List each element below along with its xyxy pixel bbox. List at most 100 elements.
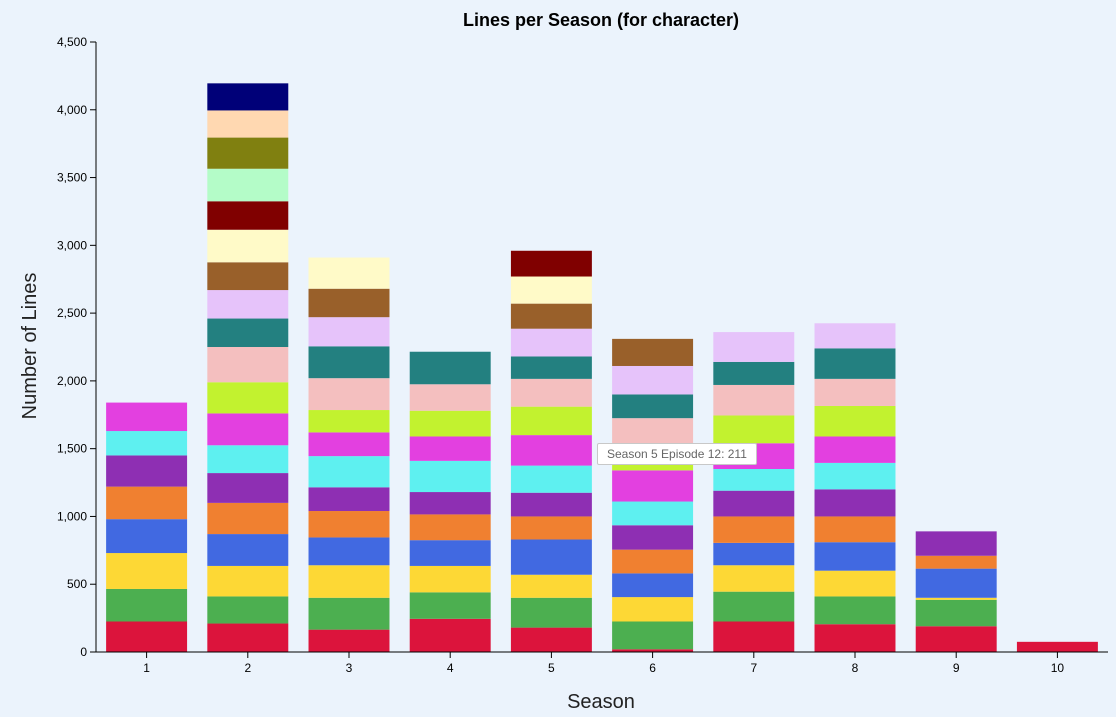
bar-segment-season-5-episode-1[interactable] [510, 627, 592, 652]
bar-segment-season-4-episode-5[interactable] [409, 514, 491, 541]
bar-segment-season-6-episode-3[interactable] [612, 597, 694, 622]
bar-segment-season-3-episode-10[interactable] [308, 378, 390, 411]
bar-segment-season-2-episode-3[interactable] [207, 565, 289, 597]
bar-segment-season-2-episode-14[interactable] [207, 229, 289, 263]
bar-segment-season-6-episode-6[interactable] [612, 525, 694, 550]
bar-segment-season-1-episode-5[interactable] [106, 486, 188, 520]
bar-segment-season-6-episode-12[interactable] [612, 365, 694, 395]
bar-segment-season-2-episode-4[interactable] [207, 534, 289, 566]
bar-segment-season-5-episode-4[interactable] [510, 539, 592, 575]
bar-segment-season-8-episode-8[interactable] [814, 436, 896, 463]
bar-segment-season-3-episode-1[interactable] [308, 629, 390, 652]
bar-segment-season-5-episode-5[interactable] [510, 516, 592, 540]
bar-segment-season-8-episode-5[interactable] [814, 516, 896, 543]
bar-segment-season-1-episode-2[interactable] [106, 588, 188, 622]
bar-segment-season-5-episode-12[interactable] [510, 328, 592, 357]
bar-segment-season-1-episode-7[interactable] [106, 431, 188, 456]
bar-segment-season-2-episode-8[interactable] [207, 413, 289, 446]
bar-segment-season-4-episode-7[interactable] [409, 460, 491, 493]
bar-segment-season-2-episode-18[interactable] [207, 110, 289, 138]
bar-segment-season-6-episode-13[interactable] [612, 338, 694, 366]
bar-segment-season-7-episode-9[interactable] [713, 415, 795, 444]
bar-segment-season-2-episode-10[interactable] [207, 347, 289, 383]
bar-segment-season-6-episode-1[interactable] [612, 649, 694, 652]
bar-segment-season-5-episode-14[interactable] [510, 276, 592, 304]
bar-segment-season-2-episode-9[interactable] [207, 382, 289, 414]
bar-segment-season-8-episode-11[interactable] [814, 348, 896, 379]
bar-segment-season-7-episode-1[interactable] [713, 621, 795, 653]
bar-segment-season-3-episode-9[interactable] [308, 410, 390, 433]
bar-segment-season-3-episode-8[interactable] [308, 432, 390, 457]
bar-segment-season-9-episode-1[interactable] [915, 626, 997, 652]
bar-segment-season-1-episode-3[interactable] [106, 553, 188, 589]
bar-segment-season-2-episode-13[interactable] [207, 262, 289, 291]
bar-segment-season-5-episode-10[interactable] [510, 378, 592, 407]
bar-segment-season-4-episode-1[interactable] [409, 618, 491, 652]
bar-segment-season-7-episode-7[interactable] [713, 469, 795, 491]
bar-segment-season-5-episode-15[interactable] [510, 250, 592, 277]
bar-segment-season-4-episode-3[interactable] [409, 565, 491, 593]
bar-segment-season-3-episode-3[interactable] [308, 565, 390, 598]
bar-segment-season-5-episode-6[interactable] [510, 492, 592, 517]
bar-segment-season-3-episode-2[interactable] [308, 597, 390, 630]
bar-segment-season-4-episode-10[interactable] [409, 384, 491, 411]
bar-segment-season-5-episode-2[interactable] [510, 597, 592, 628]
bar-segment-season-7-episode-3[interactable] [713, 565, 795, 592]
bar-segment-season-5-episode-3[interactable] [510, 574, 592, 598]
bar-segment-season-9-episode-6[interactable] [915, 531, 997, 556]
bar-segment-season-8-episode-7[interactable] [814, 462, 896, 490]
bar-segment-season-2-episode-12[interactable] [207, 290, 289, 319]
bar-segment-season-3-episode-13[interactable] [308, 288, 390, 318]
bar-segment-season-5-episode-11[interactable] [510, 356, 592, 379]
bar-segment-season-7-episode-11[interactable] [713, 361, 795, 385]
bar-segment-season-6-episode-8[interactable] [612, 470, 694, 502]
bar-segment-season-5-episode-8[interactable] [510, 435, 592, 466]
bar-segment-season-2-episode-7[interactable] [207, 445, 289, 474]
bar-segment-season-3-episode-4[interactable] [308, 537, 390, 566]
bar-segment-season-1-episode-6[interactable] [106, 455, 188, 487]
bar-segment-season-6-episode-2[interactable] [612, 621, 694, 650]
bar-segment-season-2-episode-15[interactable] [207, 201, 289, 230]
bar-segment-season-3-episode-14[interactable] [308, 257, 390, 289]
bar-segment-season-7-episode-5[interactable] [713, 516, 795, 543]
bar-segment-season-2-episode-16[interactable] [207, 168, 289, 202]
bar-segment-season-8-episode-9[interactable] [814, 405, 896, 437]
bar-segment-season-8-episode-10[interactable] [814, 378, 896, 406]
bar-segment-season-7-episode-6[interactable] [713, 490, 795, 517]
bar-segment-season-2-episode-5[interactable] [207, 502, 289, 535]
bar-segment-season-10-episode-1[interactable] [1016, 641, 1098, 652]
bar-segment-season-1-episode-4[interactable] [106, 519, 188, 554]
bar-segment-season-8-episode-12[interactable] [814, 323, 896, 349]
bar-segment-season-5-episode-9[interactable] [510, 406, 592, 436]
bar-segment-season-8-episode-1[interactable] [814, 624, 896, 652]
bar-segment-season-9-episode-3[interactable] [915, 597, 997, 600]
bar-segment-season-2-episode-2[interactable] [207, 596, 289, 624]
bar-segment-season-8-episode-4[interactable] [814, 542, 896, 571]
bar-segment-season-2-episode-6[interactable] [207, 473, 289, 503]
bar-segment-season-4-episode-6[interactable] [409, 492, 491, 515]
bar-segment-season-7-episode-12[interactable] [713, 332, 795, 362]
bar-segment-season-7-episode-4[interactable] [713, 542, 795, 566]
bar-segment-season-7-episode-10[interactable] [713, 384, 795, 416]
bar-segment-season-2-episode-11[interactable] [207, 318, 289, 347]
bar-segment-season-3-episode-12[interactable] [308, 317, 390, 347]
bar-segment-season-3-episode-7[interactable] [308, 456, 390, 488]
bar-segment-season-1-episode-8[interactable] [106, 402, 188, 432]
bar-segment-season-4-episode-9[interactable] [409, 410, 491, 437]
bar-segment-season-4-episode-8[interactable] [409, 436, 491, 461]
bar-segment-season-6-episode-4[interactable] [612, 573, 694, 598]
bar-segment-season-8-episode-2[interactable] [814, 596, 896, 625]
bar-segment-season-5-episode-7[interactable] [510, 465, 592, 493]
bar-segment-season-9-episode-2[interactable] [915, 599, 997, 627]
bar-segment-season-1-episode-1[interactable] [106, 621, 188, 653]
bar-segment-season-6-episode-5[interactable] [612, 549, 694, 574]
bar-segment-season-7-episode-2[interactable] [713, 591, 795, 622]
bar-segment-season-4-episode-2[interactable] [409, 592, 491, 619]
bar-segment-season-4-episode-4[interactable] [409, 540, 491, 566]
bar-segment-season-3-episode-5[interactable] [308, 511, 390, 538]
bar-segment-season-9-episode-4[interactable] [915, 568, 997, 598]
bar-segment-season-3-episode-11[interactable] [308, 346, 390, 379]
bar-segment-season-5-episode-13[interactable] [510, 303, 592, 329]
bar-segment-season-4-episode-11[interactable] [409, 351, 491, 385]
bar-segment-season-9-episode-5[interactable] [915, 555, 997, 569]
